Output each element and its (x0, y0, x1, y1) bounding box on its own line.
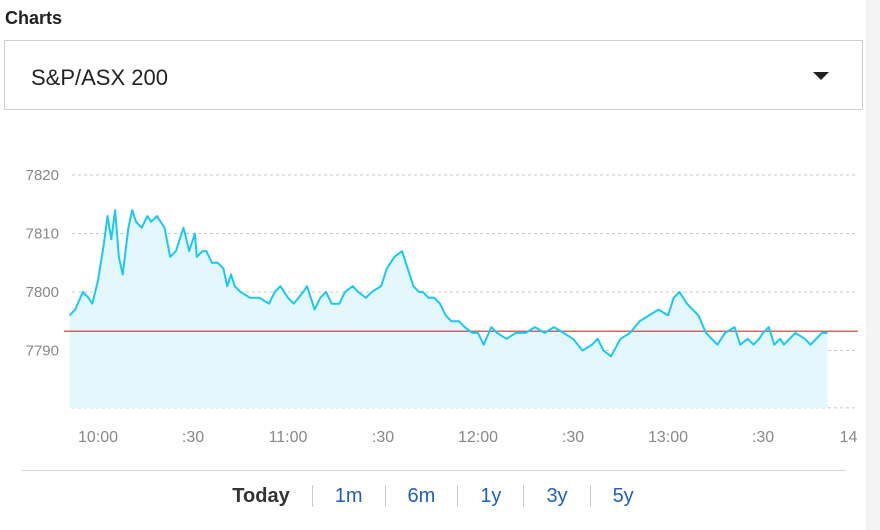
price-line (68, 209, 828, 358)
range-tab-1m[interactable]: 1m (334, 484, 363, 507)
range-tab-3y[interactable]: 3y (546, 484, 568, 507)
x-tick-label: :30 (372, 429, 394, 446)
range-tab-5y[interactable]: 5y (612, 484, 634, 507)
index-selector-value: S&P/ASX 200 (31, 65, 168, 90)
range-tab-1y[interactable]: 1y (480, 484, 502, 507)
range-tab-today[interactable]: Today (232, 484, 290, 507)
range-separator (589, 485, 591, 507)
x-tick-label: :30 (562, 429, 584, 446)
section-title: Charts (5, 8, 63, 28)
y-tick-label: 7810 (26, 226, 59, 243)
x-tick-label: 10:00 (78, 429, 118, 446)
x-tick-label: :30 (752, 429, 774, 446)
range-separator (384, 485, 386, 507)
y-tick-label: 7800 (26, 284, 59, 301)
x-tick-label: 12:00 (458, 429, 498, 446)
range-selector: Today 1m 6m 1y 3y 5y (0, 482, 866, 510)
x-tick-label: 13:00 (648, 429, 688, 446)
range-separator (311, 485, 313, 507)
price-area-fill (69, 210, 828, 408)
y-tick-label: 7820 (26, 167, 59, 184)
range-divider (22, 470, 846, 471)
page-background-strip (866, 0, 880, 530)
y-tick-label: 7790 (26, 343, 59, 360)
x-axis-ticks: 10:00 :30 11:00 :30 12:00 :30 13:00 :30 14 (78, 429, 858, 446)
intraday-chart: 7820 7810 7800 7790 10:00 :30 11:00 :30 12:00 :3… (26, 167, 858, 446)
chevron-down-icon (813, 72, 829, 80)
index-selector[interactable]: S&P/ASX 200 (4, 40, 863, 110)
range-separator (523, 485, 525, 507)
x-tick-label: :30 (182, 429, 204, 446)
range-tab-6m[interactable]: 6m (407, 484, 436, 507)
x-tick-label: 14 (840, 429, 858, 446)
x-tick-label: 11:00 (269, 429, 308, 446)
range-separator (457, 485, 459, 507)
y-axis-ticks: 7820 7810 7800 7790 (26, 167, 59, 360)
